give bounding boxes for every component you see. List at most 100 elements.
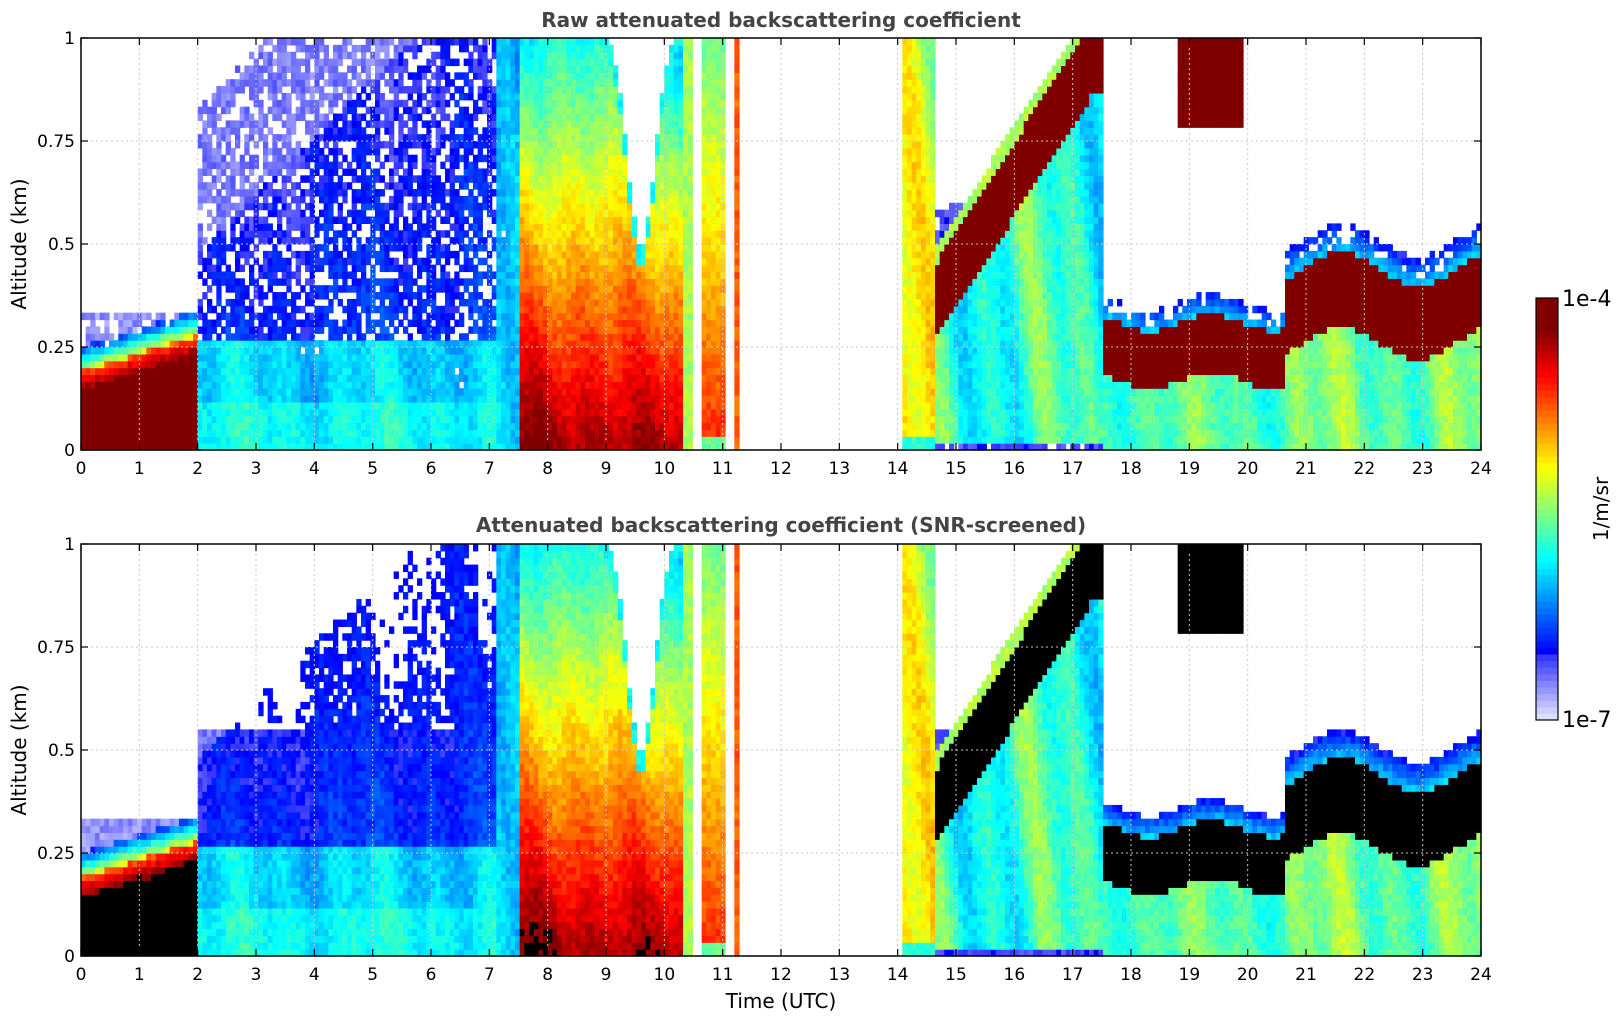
heatmap-cell bbox=[356, 93, 361, 100]
heatmap-cell bbox=[548, 320, 553, 327]
heatmap-cell bbox=[492, 38, 497, 45]
heatmap-cell bbox=[179, 347, 184, 354]
heatmap-cell bbox=[520, 258, 525, 265]
heatmap-cell bbox=[529, 244, 534, 251]
heatmap-cell bbox=[282, 93, 287, 100]
heatmap-cell bbox=[104, 388, 109, 395]
heatmap-cell bbox=[571, 361, 576, 368]
heatmap-cell bbox=[342, 223, 347, 230]
heatmap-cell bbox=[198, 223, 203, 230]
heatmap-cell bbox=[543, 162, 548, 169]
heatmap-cell bbox=[520, 65, 525, 72]
heatmap-cell bbox=[324, 223, 329, 230]
heatmap-cell bbox=[590, 45, 595, 52]
heatmap-cell bbox=[380, 258, 385, 265]
heatmap-cell bbox=[384, 340, 389, 347]
heatmap-cell bbox=[333, 265, 338, 272]
heatmap-cell bbox=[482, 168, 487, 175]
heatmap-cell bbox=[618, 436, 623, 443]
heatmap-cell bbox=[216, 148, 221, 155]
heatmap-cell bbox=[431, 155, 436, 162]
heatmap-cell bbox=[319, 354, 324, 361]
heatmap-cell bbox=[356, 361, 361, 368]
heatmap-cell bbox=[562, 313, 567, 320]
heatmap-cell bbox=[506, 409, 511, 416]
heatmap-cell bbox=[240, 120, 245, 127]
heatmap-cell bbox=[179, 340, 184, 347]
heatmap-cell bbox=[552, 45, 557, 52]
heatmap-cell bbox=[100, 402, 105, 409]
heatmap-cell bbox=[384, 368, 389, 375]
heatmap-cell bbox=[506, 148, 511, 155]
heatmap-cell bbox=[263, 265, 268, 272]
heatmap-cell bbox=[562, 72, 567, 79]
heatmap-cell bbox=[566, 237, 571, 244]
heatmap-cell bbox=[240, 168, 245, 175]
heatmap-cell bbox=[380, 230, 385, 237]
heatmap-cell bbox=[361, 278, 366, 285]
heatmap-cell bbox=[478, 402, 483, 409]
heatmap-cell bbox=[300, 436, 305, 443]
heatmap-cell bbox=[482, 189, 487, 196]
heatmap-cell bbox=[468, 175, 473, 182]
heatmap-cell bbox=[230, 120, 235, 127]
heatmap-cell bbox=[291, 347, 296, 354]
heatmap-cell bbox=[557, 306, 562, 313]
heatmap-cell bbox=[305, 72, 310, 79]
heatmap-cell bbox=[347, 120, 352, 127]
heatmap-cell bbox=[501, 189, 506, 196]
heatmap-cell bbox=[524, 217, 529, 224]
heatmap-cell bbox=[389, 292, 394, 299]
heatmap-cell bbox=[216, 175, 221, 182]
heatmap-cell bbox=[580, 258, 585, 265]
heatmap-cell bbox=[510, 265, 515, 272]
heatmap-cell bbox=[375, 278, 380, 285]
heatmap-cell bbox=[286, 244, 291, 251]
heatmap-cell bbox=[286, 127, 291, 134]
heatmap-cell bbox=[552, 107, 557, 114]
heatmap-cell bbox=[454, 285, 459, 292]
heatmap-cell bbox=[571, 395, 576, 402]
heatmap-cell bbox=[562, 141, 567, 148]
heatmap-cell bbox=[296, 265, 301, 272]
heatmap-cell bbox=[193, 381, 198, 388]
heatmap-cell bbox=[412, 175, 417, 182]
heatmap-cell bbox=[496, 175, 501, 182]
heatmap-cell bbox=[524, 271, 529, 278]
heatmap-cell bbox=[258, 203, 263, 210]
heatmap-cell bbox=[384, 313, 389, 320]
heatmap-cell bbox=[608, 285, 613, 292]
heatmap-cell bbox=[599, 368, 604, 375]
heatmap-cell bbox=[590, 299, 595, 306]
heatmap-cell bbox=[478, 361, 483, 368]
heatmap-cell bbox=[459, 347, 464, 354]
heatmap-cell bbox=[286, 120, 291, 127]
heatmap-cell bbox=[375, 402, 380, 409]
heatmap-cell bbox=[146, 368, 151, 375]
heatmap-cell bbox=[202, 388, 207, 395]
heatmap-cell bbox=[277, 423, 282, 430]
heatmap-cell bbox=[347, 134, 352, 141]
heatmap-cell bbox=[380, 374, 385, 381]
heatmap-cell bbox=[566, 59, 571, 66]
heatmap-cell bbox=[291, 340, 296, 347]
heatmap-cell bbox=[608, 436, 613, 443]
heatmap-cell bbox=[506, 381, 511, 388]
heatmap-cell bbox=[235, 86, 240, 93]
heatmap-cell bbox=[450, 210, 455, 217]
heatmap-cell bbox=[412, 134, 417, 141]
heatmap-cell bbox=[226, 416, 231, 423]
heatmap-cell bbox=[263, 320, 268, 327]
heatmap-cell bbox=[590, 436, 595, 443]
heatmap-cell bbox=[431, 278, 436, 285]
heatmap-cell bbox=[473, 251, 478, 258]
heatmap-cell bbox=[548, 210, 553, 217]
heatmap-cell bbox=[492, 395, 497, 402]
heatmap-cell bbox=[557, 196, 562, 203]
heatmap-cell bbox=[566, 155, 571, 162]
heatmap-cell bbox=[282, 423, 287, 430]
heatmap-cell bbox=[296, 65, 301, 72]
heatmap-cell bbox=[226, 182, 231, 189]
heatmap-cell bbox=[580, 361, 585, 368]
heatmap-cell bbox=[464, 388, 469, 395]
